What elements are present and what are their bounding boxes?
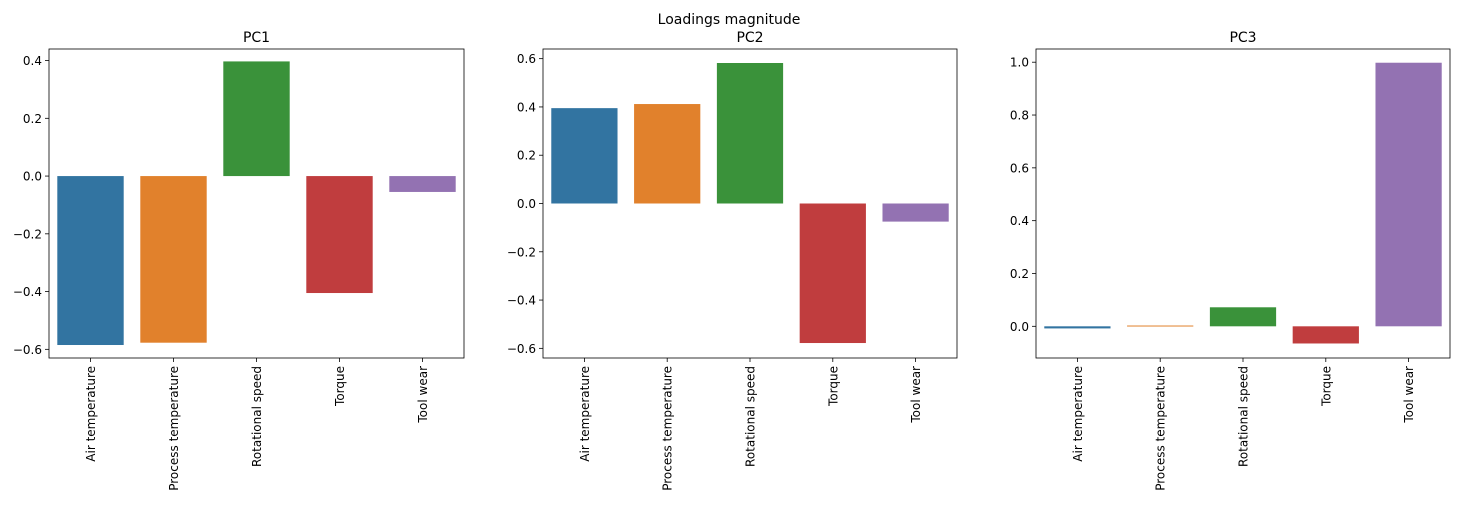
x-tick-label: Air temperature [84,366,98,462]
bar-process-temperature [1127,325,1194,327]
x-tick-label: Torque [1319,366,1333,407]
bar-tool-wear [1375,62,1442,327]
y-tick-label: 0.6 [1010,161,1029,175]
x-tick-label: Process temperature [167,366,181,491]
bar-air-temperature [551,108,618,204]
panel-title: PC1 [243,30,270,46]
bar-air-temperature [1044,326,1111,329]
bar-process-temperature [634,104,701,204]
panel-title: PC3 [1229,30,1256,46]
panel-pc3: 0.0 0.2 0.4 0.6 0.8 1.0 Air temperature Process… [1010,30,1451,491]
bar-torque [306,176,373,294]
y-tick-label: 0.0 [517,197,536,211]
y-tick-label: 0.0 [1010,320,1029,334]
y-tick-label: 0.4 [1010,214,1029,228]
y-tick-label: 0.2 [23,112,42,126]
panel-pc1: −0.6 −0.4 −0.2 0.0 0.2 0.4 Air temperature Proc… [13,30,465,491]
x-tick-label: Air temperature [578,366,592,462]
y-tick-label: −0.2 [507,245,536,259]
y-tick-label: 0.6 [517,52,536,66]
bar-rotational-speed [223,61,290,177]
y-tick-label: 0.4 [23,54,42,68]
bar-torque [1292,326,1359,344]
panel-title: PC2 [736,30,763,46]
x-tick-label: Process temperature [661,366,675,491]
y-tick-label: 0.2 [1010,267,1029,281]
x-tick-label: Rotational speed [1237,366,1251,467]
bar-rotational-speed [1209,307,1277,327]
x-tick-label: Rotational speed [250,366,264,467]
y-tick-label: −0.4 [507,294,536,308]
figure-title: Loadings magnitude [658,12,801,28]
y-tick-label: 0.2 [517,149,536,163]
x-tick-label: Torque [826,366,840,407]
bar-air-temperature [57,176,124,346]
x-tick-label: Torque [333,366,347,407]
x-tick-label: Tool wear [909,366,923,424]
x-tick-label: Air temperature [1071,366,1085,462]
y-tick-label: −0.6 [507,342,536,356]
bar-torque [799,203,866,344]
y-tick-label: −0.4 [13,285,42,299]
bar-process-temperature [140,176,207,343]
bar-rotational-speed [716,63,784,204]
y-tick-label: 1.0 [1010,56,1029,70]
y-tick-label: −0.2 [13,227,42,241]
y-tick-label: 0.0 [23,170,42,184]
x-tick-label: Tool wear [1402,366,1416,424]
y-tick-label: 0.4 [517,100,536,114]
x-tick-label: Process temperature [1154,366,1168,491]
bar-tool-wear [882,203,949,222]
y-tick-label: 0.8 [1010,109,1029,123]
x-tick-label: Tool wear [416,366,430,424]
x-tick-label: Rotational speed [744,366,758,467]
panel-pc2: −0.6 −0.4 −0.2 0.0 0.2 0.4 0.6 Air temperature P… [507,30,958,491]
bar-tool-wear [389,176,456,192]
y-tick-label: −0.6 [13,343,42,357]
